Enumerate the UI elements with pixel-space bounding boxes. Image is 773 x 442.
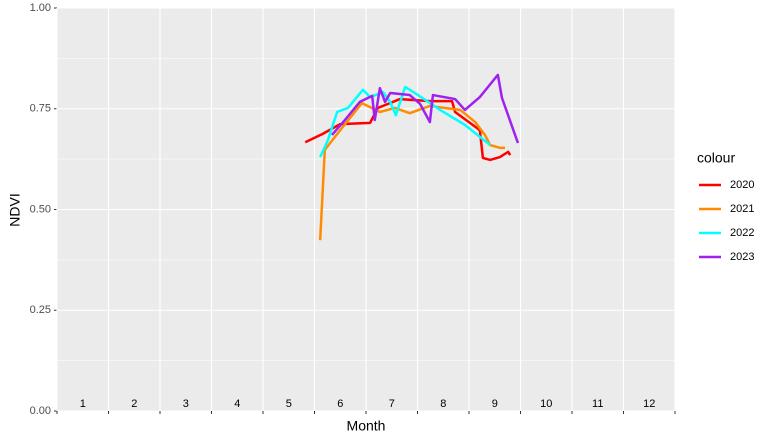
legend-label: 2021 — [730, 203, 754, 215]
month-label: 10 — [540, 398, 552, 410]
y-tick-label: 1.00 — [30, 2, 51, 14]
month-label: 9 — [492, 398, 498, 410]
legend-title: colour — [697, 150, 735, 166]
month-label: 2 — [131, 398, 137, 410]
y-tick-label: 0.50 — [30, 203, 51, 215]
month-label: 4 — [234, 398, 240, 410]
month-label: 11 — [592, 398, 603, 410]
month-label: 3 — [183, 398, 189, 410]
month-label: 6 — [337, 398, 343, 410]
y-tick-label: 0.00 — [30, 405, 51, 417]
y-axis-title: NDVI — [7, 193, 23, 226]
legend-label: 2022 — [730, 227, 754, 239]
legend-label: 2023 — [730, 251, 754, 263]
data-line — [331, 73, 520, 144]
month-label: 8 — [440, 398, 446, 410]
month-label: 1 — [80, 398, 86, 410]
legend-label: 2020 — [730, 179, 754, 191]
month-label: 12 — [643, 398, 655, 410]
month-label: 7 — [389, 398, 395, 410]
data-line — [304, 97, 512, 162]
x-axis-title: Month — [347, 418, 386, 434]
y-tick-label: 0.75 — [30, 103, 51, 115]
month-label: 5 — [286, 398, 292, 410]
y-tick-label: 0.25 — [30, 304, 51, 316]
